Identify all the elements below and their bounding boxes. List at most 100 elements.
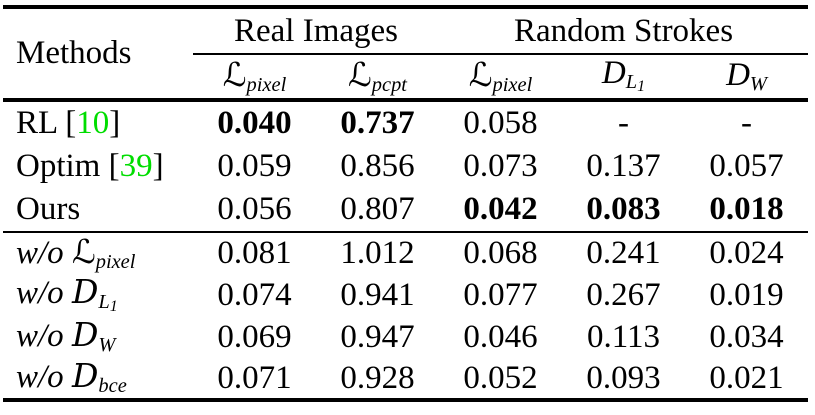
value-cell: 0.042: [439, 188, 562, 233]
value-text: 0.056: [217, 191, 292, 227]
table-row: w/o Dbce 0.071 0.928 0.052 0.093 0.021: [3, 358, 808, 400]
value-text: 0.021: [709, 359, 784, 396]
value-cell: -: [685, 100, 808, 144]
value-text: -: [618, 104, 629, 141]
method-prefix: w/o: [16, 274, 72, 311]
group-header-random-strokes: Random Strokes: [439, 7, 809, 55]
value-cell: 0.113: [562, 316, 685, 358]
value-cell: 0.081: [193, 232, 316, 274]
math-base-letter: D: [71, 315, 99, 355]
math-symbol: ℒpixel: [223, 58, 287, 96]
math-subscript: pcpt: [371, 73, 407, 96]
value-cell: -: [562, 100, 685, 144]
table-row: Optim [39] 0.059 0.856 0.073 0.137 0.057: [3, 144, 808, 188]
value-cell: 0.807: [316, 188, 439, 233]
value-text: 1.012: [340, 235, 415, 271]
value-cell: 0.057: [685, 144, 808, 188]
value-cell: 0.068: [439, 232, 562, 274]
math-base-letter: D: [71, 356, 99, 396]
group-header-row: Methods Real Images Random Strokes: [3, 7, 809, 102]
value-text: 0.052: [463, 359, 538, 396]
math-subscript: L1: [98, 290, 118, 316]
value-text: 0.074: [217, 276, 292, 313]
method-prefix: w/o: [16, 234, 72, 271]
value-cell: 0.074: [193, 274, 316, 316]
math-subscript: L1: [625, 71, 646, 96]
method-cell: w/o ℒpixel: [3, 232, 193, 274]
value-text: 0.113: [586, 318, 661, 355]
math-subscript: W: [98, 334, 116, 357]
value-text: 0.069: [217, 318, 292, 355]
method-label: Optim: [16, 147, 101, 184]
value-cell: 0.083: [562, 188, 685, 233]
method-label: RL: [16, 104, 57, 141]
method-prefix: w/o: [16, 318, 72, 355]
metric-column-header: ℒpcpt: [316, 54, 439, 102]
value-cell: 0.019: [685, 274, 808, 316]
value-cell: 0.018: [685, 188, 809, 233]
value-cell: 0.856: [316, 144, 439, 188]
value-text: 0.018: [709, 191, 784, 227]
metric-column-header: ℒpixel: [193, 54, 316, 102]
value-cell: 0.046: [439, 316, 562, 358]
citation-link[interactable]: 39: [119, 147, 153, 184]
math-subsubscript: 1: [109, 298, 118, 316]
value-text: 0.807: [340, 191, 415, 227]
citation-link[interactable]: 10: [76, 104, 110, 141]
value-cell: 0.267: [562, 274, 685, 316]
math-subsubscript: 1: [637, 78, 646, 96]
value-cell: 0.021: [685, 358, 808, 400]
value-cell: 0.928: [316, 358, 439, 400]
value-cell: 0.056: [193, 188, 316, 233]
value-cell: 0.071: [193, 358, 316, 400]
value-cell: 0.737: [316, 100, 439, 144]
value-cell: 0.941: [316, 274, 439, 316]
value-text: 0.941: [340, 276, 415, 313]
method-prefix: w/o: [16, 359, 72, 396]
value-text: 0.077: [463, 276, 538, 313]
value-text: 0.137: [586, 147, 661, 184]
methods-column-header: Methods: [3, 7, 193, 102]
value-cell: 0.077: [439, 274, 562, 316]
method-cell: w/o DW: [3, 316, 193, 358]
method-cell: w/o DL1: [3, 274, 193, 316]
math-symbol: ℒpixel: [72, 235, 136, 273]
math-base-letter: D: [601, 55, 626, 92]
method-cell: Optim [39]: [16, 147, 164, 184]
value-text: 0.947: [340, 318, 415, 355]
value-text: 0.267: [586, 276, 661, 313]
math-base-letter: D: [726, 56, 750, 93]
value-text: 0.093: [586, 359, 661, 396]
math-symbol: ℒpixel: [469, 58, 533, 96]
math-subscript: pixel: [95, 250, 136, 273]
math-symbol: DW: [726, 56, 767, 95]
math-symbol: ℒpcpt: [348, 58, 407, 96]
metric-column-header: ℒpixel: [439, 54, 562, 102]
metric-column-header: DW: [685, 54, 809, 102]
math-symbol: DL1: [72, 275, 118, 316]
value-cell: 0.024: [685, 232, 808, 274]
table-row: w/o ℒpixel 0.081 1.012 0.068 0.241 0.024: [3, 232, 808, 274]
value-text: 0.057: [709, 147, 784, 184]
value-text: 0.040: [217, 104, 292, 141]
math-subscript: pixel: [492, 73, 533, 96]
table-row: Ours 0.056 0.807 0.042 0.083 0.018: [3, 188, 809, 233]
value-text: 0.241: [586, 235, 661, 271]
math-subscript: W: [749, 72, 767, 95]
value-text: 0.083: [586, 191, 661, 227]
value-text: 0.856: [340, 147, 415, 184]
metric-column-header: DL1: [562, 54, 685, 102]
math-symbol: DL1: [601, 55, 646, 96]
value-text: 0.073: [463, 147, 538, 184]
math-symbol: Dbce: [71, 356, 127, 398]
table-row: w/o DW 0.069 0.947 0.046 0.113 0.034: [3, 316, 808, 358]
value-text: 0.059: [217, 147, 292, 184]
math-subscript: pixel: [246, 73, 287, 96]
table-body: RL [10] 0.040 0.737 0.058 - - Optim [39] 0.059 0…: [3, 100, 809, 400]
value-text: 0.042: [463, 191, 538, 227]
math-subscript: bce: [98, 375, 127, 398]
value-text: 0.019: [709, 276, 784, 313]
value-text: 0.068: [463, 235, 538, 271]
value-text: 0.046: [463, 318, 538, 355]
